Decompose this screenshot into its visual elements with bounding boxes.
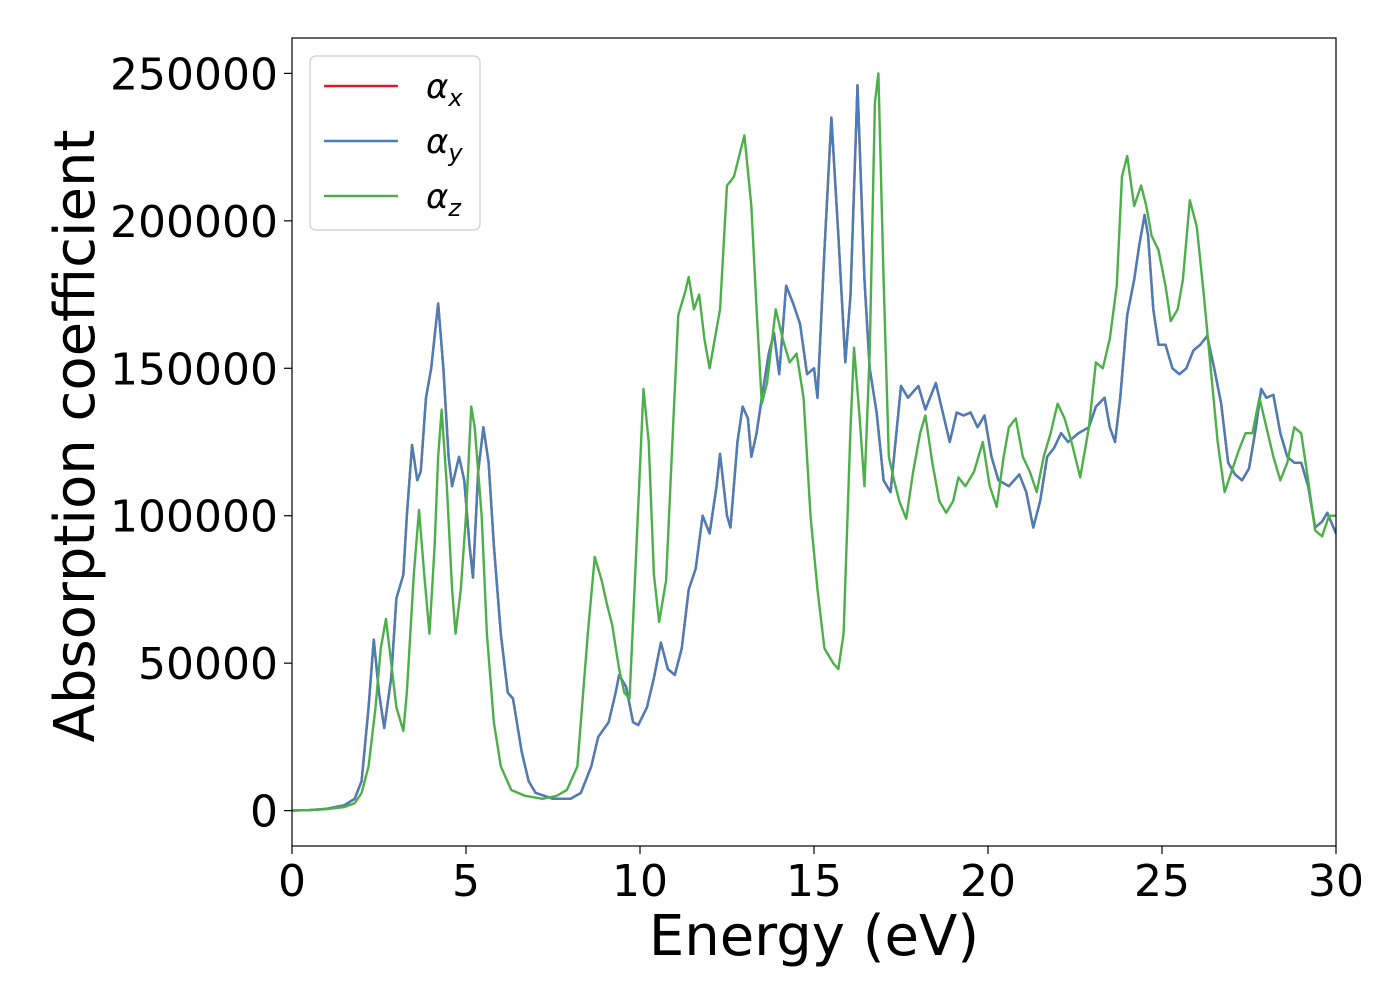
y-tick-label: 200000: [110, 197, 278, 248]
y-tick-label: 250000: [110, 49, 278, 100]
legend-box: [309, 55, 481, 231]
legend-label-x: αx: [426, 67, 463, 112]
legend-label-y: αy: [426, 122, 463, 167]
series-line-y: [292, 83, 1336, 812]
legend-label-z: αz: [426, 177, 462, 222]
x-tick-label: 25: [1134, 856, 1190, 907]
y-tick-label: 100000: [110, 492, 278, 543]
x-axis-ticks: 0 5 10 15 20 25 30: [278, 846, 1364, 907]
x-tick-label: 20: [960, 856, 1016, 907]
series-line-z: [292, 72, 1336, 812]
series-layer: [292, 72, 1336, 812]
legend: αx αy αz: [309, 55, 481, 231]
x-axis-label: Energy (eV): [649, 904, 979, 969]
x-tick-label: 10: [612, 856, 668, 907]
y-axis-label: Absorption coefficient: [43, 130, 108, 743]
y-tick-label: 50000: [138, 639, 278, 690]
x-tick-label: 15: [786, 856, 842, 907]
x-tick-label: 5: [452, 856, 480, 907]
y-tick-label: 0: [250, 787, 278, 838]
x-tick-label: 0: [278, 856, 306, 907]
x-tick-label: 30: [1308, 856, 1364, 907]
y-axis-ticks: 0 50000 100000 150000 200000 250000: [110, 49, 292, 838]
y-tick-label: 150000: [110, 344, 278, 395]
